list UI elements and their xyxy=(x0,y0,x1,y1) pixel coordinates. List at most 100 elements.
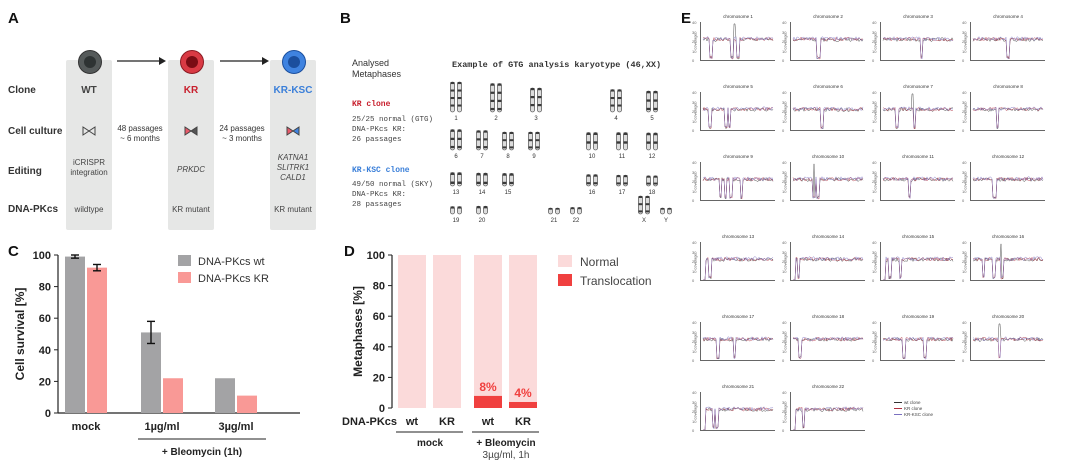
bar-normal xyxy=(433,255,461,408)
chromosome-band xyxy=(638,196,643,198)
karyotype-title: Example of GTG analysis karyotype (46,XX… xyxy=(452,60,662,70)
group-label-bleomycin: + Bleomycin xyxy=(476,438,535,449)
coverage-tick-label: 40 xyxy=(782,20,787,25)
coverage-trace xyxy=(792,176,864,200)
x-tick-label: KR xyxy=(439,416,455,428)
coverage-plot-title: chromosome 22 xyxy=(811,384,845,389)
coverage-tick-label: 20 xyxy=(782,259,787,264)
chromosome-band xyxy=(586,174,591,177)
chromosome-band xyxy=(476,206,481,209)
coverage-plot: chromosome 4 coverage 0 10 20 30 40 xyxy=(962,14,1045,63)
chromosome-band xyxy=(645,196,650,198)
coverage-plot: chromosome 14 coverage 0 10 20 30 40 xyxy=(782,234,865,283)
chromosome-band xyxy=(653,91,658,94)
chromosome-band xyxy=(616,182,621,185)
coverage-trace xyxy=(792,336,864,360)
coverage-trace-svg xyxy=(703,256,774,280)
y-tick-label: 100 xyxy=(33,250,51,262)
chromosome-band xyxy=(653,99,658,102)
chromosome xyxy=(646,132,651,151)
coverage-trace xyxy=(703,257,774,280)
chromosome-band xyxy=(509,139,514,142)
chromosome-band xyxy=(646,91,651,94)
chromosome-band xyxy=(645,210,650,213)
coverage-trace xyxy=(972,176,1044,199)
coverage-tick-label: 0 xyxy=(962,58,965,63)
coverage-tick-label: 20 xyxy=(872,339,877,344)
arrow-note-1: 48 passages ~ 6 months xyxy=(112,124,168,144)
coverage-trace xyxy=(882,175,954,199)
coverage-tick-label: 10 xyxy=(692,48,697,54)
chromosome-band xyxy=(555,208,560,210)
legend-swatch xyxy=(178,272,191,283)
coverage-tick-label: 10 xyxy=(782,348,787,354)
coverage-plot-title: chromosome 16 xyxy=(991,234,1025,239)
chromosome-band xyxy=(457,137,462,141)
cell-icon-wt xyxy=(78,50,102,74)
coverage-trace xyxy=(792,337,864,359)
coverage-trace-svg xyxy=(882,35,954,60)
chromosome-label: 10 xyxy=(589,154,596,160)
coverage-tick-label: 10 xyxy=(692,268,697,274)
coverage-tick-label: 20 xyxy=(692,339,697,344)
coverage-trace xyxy=(972,256,1044,280)
chromosome-band xyxy=(623,132,628,135)
coverage-tick-label: 30 xyxy=(692,329,697,335)
coverage-trace-svg xyxy=(972,323,1044,359)
chromosome-band xyxy=(497,83,502,86)
kr-clone-line3: 26 passages xyxy=(352,136,402,144)
coverage-trace-svg xyxy=(883,256,954,280)
kr-clone-info: 25/25 normal (GTG) DNA-PKcs KR: 26 passa… xyxy=(352,115,433,145)
krksc-clone-info: 49/50 normal (SKY) DNA-PKcs KR: 28 passa… xyxy=(352,180,433,210)
chromosome-band xyxy=(502,181,507,185)
chromosome-band xyxy=(457,97,462,100)
percent-annotation: 8% xyxy=(479,380,497,394)
chromosome-pair xyxy=(610,89,622,113)
x-tick-label: wt xyxy=(405,416,419,428)
krksc-clone-label: KR-KSC clone xyxy=(352,166,410,175)
coverage-legend: wt clone KR clone KR-KSC clone xyxy=(894,400,933,418)
coverage-plot-title: chromosome 9 xyxy=(723,154,753,159)
coverage-trace-svg xyxy=(793,256,864,280)
column-bg-kr xyxy=(168,60,214,230)
coverage-legend-item: KR-KSC clone xyxy=(894,412,933,418)
chromosome-band xyxy=(577,207,582,210)
chromosome-band xyxy=(490,99,495,103)
coverage-tick-label: 10 xyxy=(782,118,787,124)
culture-icon-kr xyxy=(184,126,198,136)
bar-kr xyxy=(87,267,107,413)
coverage-trace-svg xyxy=(792,163,864,200)
coverage-plot-title: chromosome 17 xyxy=(721,314,755,319)
coverage-tick-label: 40 xyxy=(872,90,877,95)
chromosome-pair xyxy=(450,206,462,215)
chromosome-band xyxy=(457,82,462,85)
row-label-editing: Editing xyxy=(8,166,42,177)
coverage-tick-label: 0 xyxy=(782,128,785,133)
chromosome-label: 11 xyxy=(619,154,626,160)
chromosome-band xyxy=(528,139,533,142)
coverage-trace xyxy=(882,106,954,130)
panel-letter-e: E xyxy=(681,10,692,27)
coverage-tick-label: 0 xyxy=(692,58,695,63)
coverage-tick-label: 30 xyxy=(962,29,967,35)
coverage-trace xyxy=(972,336,1044,359)
chromosome-band xyxy=(509,173,514,176)
coverage-tick-label: 10 xyxy=(962,118,967,124)
chromosome-band xyxy=(646,175,651,178)
group-label-mock: mock xyxy=(417,438,444,449)
dnapkcs-wt: wildtype xyxy=(74,205,104,214)
chromosome xyxy=(537,87,542,113)
chromosome-label: Y xyxy=(664,218,668,224)
bar-normal xyxy=(474,255,502,396)
coverage-trace xyxy=(792,106,864,130)
chromosome-band xyxy=(502,146,507,149)
coverage-tick-label: 40 xyxy=(692,20,697,25)
krksc-clone-line3: 28 passages xyxy=(352,201,402,209)
coverage-trace-svg xyxy=(702,335,774,360)
coverage-tick-label: 0 xyxy=(692,358,695,363)
legend-label: Translocation xyxy=(580,274,652,288)
coverage-trace xyxy=(702,337,774,360)
chromosome-band xyxy=(483,130,488,133)
chromosome xyxy=(653,132,658,151)
y-tick-label: 100 xyxy=(367,250,385,262)
